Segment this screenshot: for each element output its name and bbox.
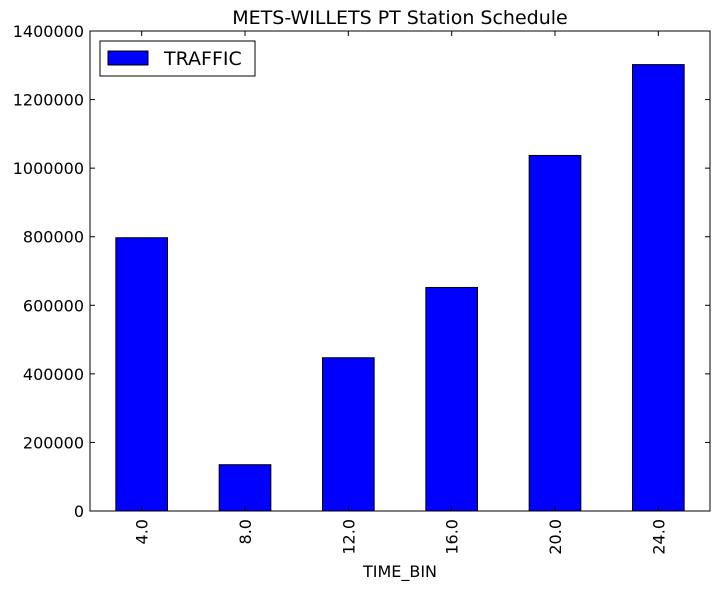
x-tick-label: 12.0 (339, 519, 358, 555)
x-tick-label: 24.0 (649, 519, 668, 555)
x-tick-label: 4.0 (133, 519, 152, 544)
y-axis: 0 200000 400000 600000 800000 1000000 1200000 1… (13, 22, 710, 521)
legend: TRAFFIC (99, 40, 256, 77)
bar-4-0 (115, 237, 169, 512)
x-tick-label: 16.0 (443, 519, 462, 555)
legend-entry-traffic: TRAFFIC (163, 48, 242, 70)
bar-16-0 (425, 286, 479, 512)
bar-12-0 (322, 357, 375, 512)
bars-layer (115, 64, 685, 512)
y-tick-label: 1400000 (13, 22, 84, 41)
y-tick-label: 200000 (23, 433, 84, 452)
legend-swatch (107, 50, 149, 66)
y-tick-label: 1000000 (13, 159, 84, 178)
bar-8-0 (218, 464, 272, 512)
x-axis-label: TIME_BIN (362, 562, 437, 582)
chart-title: METS-WILLETS PT Station Schedule (232, 7, 567, 29)
x-tick-label: 8.0 (236, 519, 255, 544)
plot-frame (89, 30, 711, 512)
bar-24-0 (632, 64, 685, 512)
bar-20-0 (528, 154, 582, 512)
x-axis: 4.0 8.0 12.0 16.0 20.0 24.0 (133, 31, 668, 555)
y-tick-label: 600000 (23, 296, 84, 315)
y-tick-label: 0 (74, 502, 84, 521)
y-tick-label: 800000 (23, 228, 84, 247)
y-tick-label: 1200000 (13, 91, 84, 110)
x-tick-label: 20.0 (546, 519, 565, 555)
y-tick-label: 400000 (23, 365, 84, 384)
